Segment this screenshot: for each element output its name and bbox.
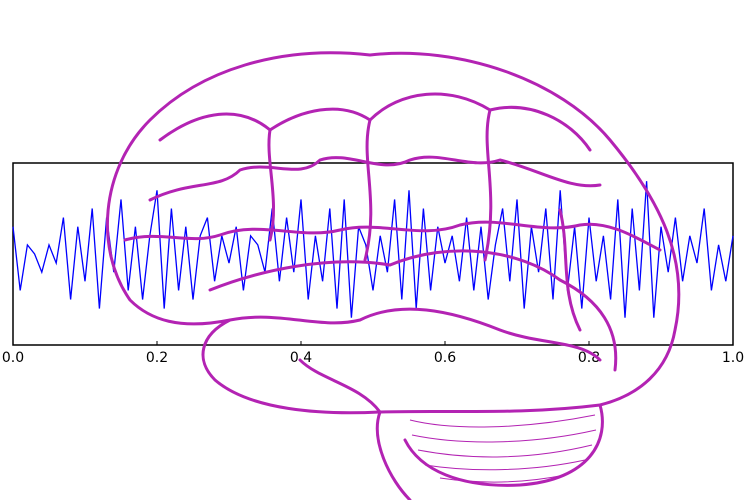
- plot: 0.0 0.2 0.4 0.6 0.8 1.0: [2, 181, 744, 366]
- x-tick-label: 0.0: [2, 350, 24, 366]
- x-tick-label: 0.6: [434, 350, 456, 366]
- signal-line: [12, 181, 734, 318]
- x-tick-label: 0.4: [290, 350, 312, 366]
- brain-outline: [106, 51, 681, 500]
- cerebellum-lines: [409, 414, 597, 483]
- x-tick-label: 0.2: [146, 350, 168, 366]
- x-tick-label: 1.0: [722, 350, 744, 366]
